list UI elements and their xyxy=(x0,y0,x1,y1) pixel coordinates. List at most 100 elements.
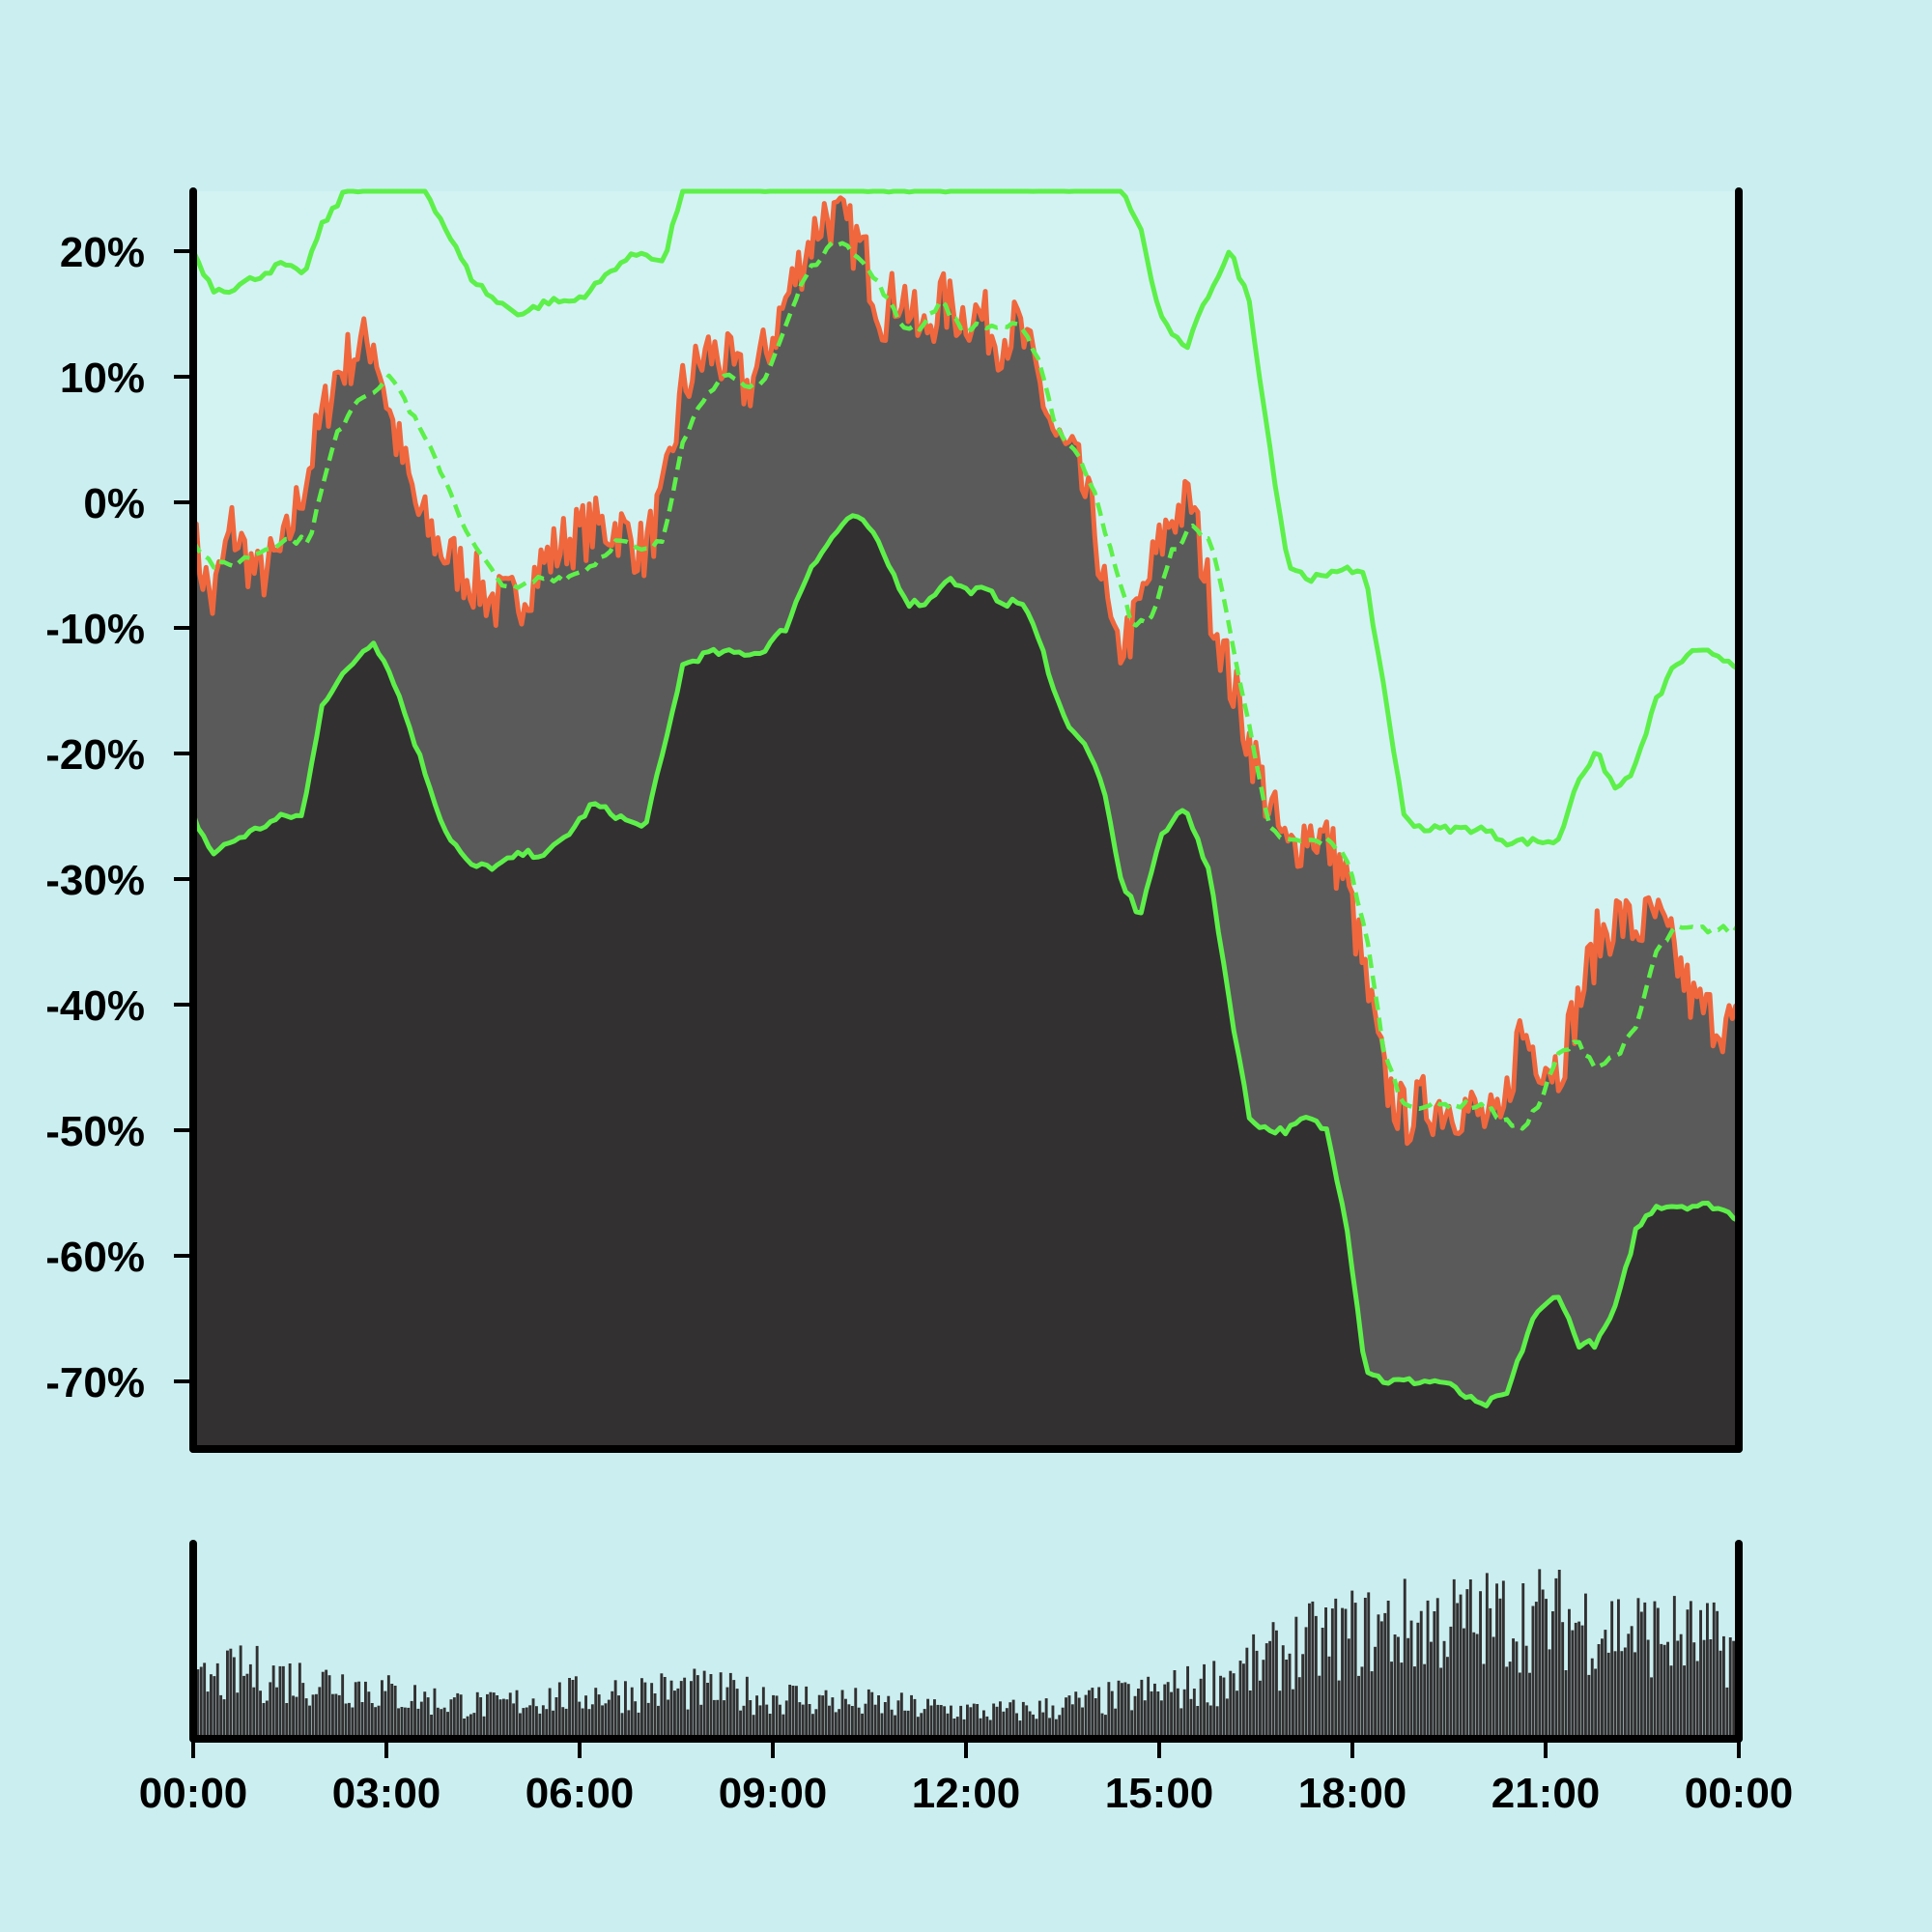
volume-bar xyxy=(426,1697,430,1739)
volume-bar xyxy=(723,1700,725,1739)
volume-bar xyxy=(916,1717,920,1739)
volume-bar xyxy=(1468,1579,1472,1739)
volume-bar xyxy=(298,1662,301,1739)
volume-bar xyxy=(1442,1640,1446,1739)
volume-bar xyxy=(442,1707,446,1739)
volume-bar xyxy=(1650,1677,1653,1739)
volume-bar xyxy=(1297,1677,1301,1739)
volume-bar xyxy=(397,1708,400,1739)
volume-bar xyxy=(245,1673,249,1739)
volume-bar xyxy=(354,1682,357,1739)
volume-bar xyxy=(939,1705,943,1739)
volume-bar xyxy=(515,1690,519,1739)
volume-bar xyxy=(508,1692,512,1739)
volume-bar xyxy=(725,1687,729,1739)
volume-bar xyxy=(838,1709,841,1739)
volume-bar xyxy=(1248,1690,1252,1739)
volume-bar xyxy=(1081,1707,1084,1739)
volume-bar xyxy=(663,1677,667,1739)
volume-bar xyxy=(1449,1626,1453,1739)
volume-bar xyxy=(535,1706,538,1739)
axes: 20% 10% 0% -10% -20% -30% -40% -50% -60% -70% 00:0… xyxy=(45,187,1794,1817)
volume-bar xyxy=(995,1706,999,1739)
volume-bar xyxy=(877,1695,880,1739)
volume-bar xyxy=(676,1688,680,1739)
volume-bar xyxy=(496,1695,499,1739)
volume-bar xyxy=(745,1676,749,1739)
volume-bar xyxy=(847,1704,851,1739)
volume-bar xyxy=(561,1707,565,1739)
volume-bar xyxy=(1423,1663,1427,1739)
volume-bar xyxy=(1242,1663,1245,1739)
volume-bar xyxy=(890,1709,894,1739)
volume-bar xyxy=(805,1686,809,1739)
volume-bar xyxy=(679,1681,683,1739)
volume-bar xyxy=(331,1693,334,1739)
volume-bar xyxy=(1634,1652,1636,1739)
volume-bar xyxy=(206,1691,210,1739)
volume-bar xyxy=(522,1708,526,1739)
volume-bar xyxy=(985,1716,989,1739)
volume-bar xyxy=(1005,1708,1009,1739)
volume-bar xyxy=(269,1682,272,1739)
volume-bar xyxy=(492,1692,496,1739)
volume-bar xyxy=(613,1680,617,1739)
volume-bar xyxy=(1545,1599,1548,1739)
volume-bar xyxy=(210,1674,213,1739)
volume-bar xyxy=(1327,1656,1331,1739)
volume-bar xyxy=(278,1665,282,1739)
volume-bar xyxy=(1386,1601,1390,1739)
volume-bar xyxy=(1028,1711,1032,1739)
volume-bar xyxy=(1683,1665,1686,1739)
y-tick-label: -70% xyxy=(45,1359,145,1406)
volume-bar xyxy=(1594,1668,1598,1739)
volume-bar xyxy=(952,1719,956,1739)
volume-bar xyxy=(552,1710,554,1739)
volume-bar xyxy=(1584,1593,1587,1739)
volume-bar xyxy=(1094,1698,1097,1739)
x-tick-label: 09:00 xyxy=(719,1770,828,1817)
volume-bar xyxy=(1130,1710,1134,1739)
volume-bar xyxy=(1524,1645,1528,1739)
volume-bar xyxy=(1725,1687,1729,1739)
volume-bar xyxy=(1590,1658,1594,1739)
volume-bar xyxy=(857,1707,861,1739)
volume-bar xyxy=(1709,1639,1713,1739)
upper-band-line xyxy=(190,188,1741,848)
volume-bar xyxy=(883,1702,887,1739)
volume-bar xyxy=(1662,1644,1666,1739)
volume-bar xyxy=(1324,1607,1327,1739)
volume-bar xyxy=(1051,1705,1055,1739)
volume-bar xyxy=(728,1672,732,1739)
volume-bar xyxy=(236,1692,240,1739)
volume-bar xyxy=(828,1705,831,1739)
volume-bar xyxy=(1639,1611,1643,1739)
volume-bar xyxy=(1446,1657,1449,1739)
y-tick-label: -20% xyxy=(45,731,145,779)
volume-bar xyxy=(315,1693,318,1739)
volume-bar xyxy=(1512,1638,1515,1739)
volume-bar xyxy=(1501,1580,1505,1739)
volume-bar xyxy=(587,1709,591,1739)
volume-bar xyxy=(541,1705,545,1739)
volume-bar xyxy=(1518,1672,1521,1739)
volume-bar xyxy=(295,1696,298,1739)
volume-bar xyxy=(360,1702,364,1739)
volume-bar xyxy=(620,1713,624,1739)
volume-bar xyxy=(219,1694,223,1739)
volume-bar xyxy=(903,1710,907,1739)
volume-bar xyxy=(1156,1691,1160,1739)
volume-bar xyxy=(1278,1690,1282,1739)
volume-bar xyxy=(1179,1708,1183,1739)
volume-bar xyxy=(867,1689,870,1739)
volume-bar xyxy=(1301,1654,1305,1739)
volume-bar xyxy=(906,1710,910,1739)
volume-bar xyxy=(1716,1610,1719,1739)
x-tick-label: 00:00 xyxy=(1685,1770,1794,1817)
volume-bar xyxy=(512,1703,516,1739)
volume-bar xyxy=(1048,1718,1051,1739)
volume-bar xyxy=(844,1698,847,1739)
volume-bar xyxy=(1482,1663,1486,1739)
volume-bar xyxy=(1330,1608,1334,1739)
volume-bar xyxy=(377,1705,381,1739)
